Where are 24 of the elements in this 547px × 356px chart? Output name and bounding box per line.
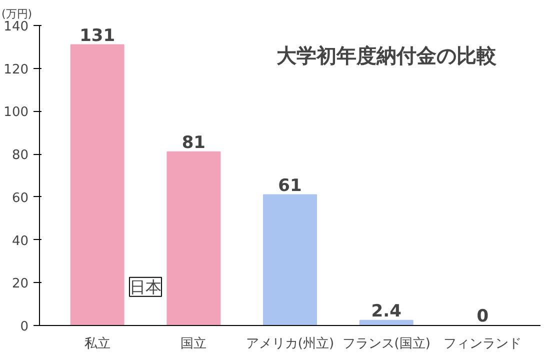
data-label: 81 [182,132,206,153]
x-tick-label: 私立 [84,336,110,352]
annotation: 日本 [129,277,162,296]
bar [70,44,124,326]
data-label: 0 [476,306,489,326]
y-tick-label: 60 [12,190,29,206]
x-tick-label: フィンランド [444,336,522,352]
y-tick-label: 0 [20,320,29,334]
y-axis-title: (万円) [2,8,32,20]
data-label: 2.4 [371,301,402,322]
y-tick-label: 40 [12,234,29,249]
x-tick-label: 国立 [180,336,207,352]
y-tick-label: 20 [12,276,29,292]
y-tick-label: 120 [4,62,29,78]
bar [166,151,221,326]
bar [263,194,317,326]
data-label: 131 [80,26,116,46]
y-tick-label: 80 [12,148,29,164]
data-label: 61 [278,176,302,196]
x-tick-label: フランス(国立) [342,336,430,352]
text: 大学初年度納付金の比較 [276,44,498,68]
y-tick-label: 140 [4,20,29,34]
y-tick-label: 100 [4,105,29,120]
x-tick-label: アメリカ(州立) [246,336,334,352]
